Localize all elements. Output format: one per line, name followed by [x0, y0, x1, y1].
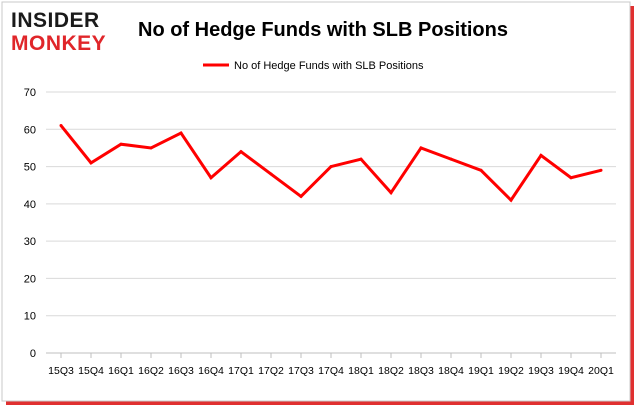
y-tick-label: 40	[24, 199, 36, 211]
insider-monkey-logo: INSIDER MONKEY	[11, 9, 106, 55]
logo-line2: MONKEY	[11, 32, 106, 55]
series-layer	[59, 124, 603, 203]
x-tick-label: 19Q1	[468, 365, 494, 377]
data-point	[509, 198, 513, 202]
data-point	[599, 168, 603, 172]
y-tick-label: 0	[30, 348, 36, 360]
x-tick-label: 17Q1	[228, 365, 254, 377]
x-tick-label: 16Q2	[138, 365, 164, 377]
data-point	[359, 157, 363, 161]
data-point	[179, 131, 183, 135]
x-tick-label: 16Q1	[108, 365, 134, 377]
data-point	[569, 176, 573, 180]
chart-title: No of Hedge Funds with SLB Positions	[138, 19, 508, 41]
x-tick-label: 18Q1	[348, 365, 374, 377]
frame	[1, 1, 631, 402]
data-point	[419, 146, 423, 150]
x-tick-label: 15Q3	[48, 365, 74, 377]
axis-layer: 0 10 20 30 40 50 60 70 15Q3 15Q4 16Q1 16Q2 16Q3 16Q4 1…	[24, 87, 614, 377]
x-tick-label: 15Q4	[78, 365, 104, 377]
x-tick-label: 17Q2	[258, 365, 284, 377]
y-tick-label: 10	[24, 311, 36, 323]
data-point	[329, 165, 333, 169]
data-point	[449, 157, 453, 161]
data-point	[269, 172, 273, 176]
data-point	[149, 146, 153, 150]
x-tick-label: 17Q4	[318, 365, 344, 377]
x-tick-label: 18Q2	[378, 365, 404, 377]
y-tick-label: 60	[24, 124, 36, 136]
x-tick-label: 17Q3	[288, 365, 314, 377]
data-point	[89, 161, 93, 165]
data-point	[539, 153, 543, 157]
data-point	[389, 191, 393, 195]
legend-label: No of Hedge Funds with SLB Positions	[234, 60, 424, 72]
data-point	[239, 150, 243, 154]
x-tick-label: 18Q4	[438, 365, 464, 377]
x-tick-label: 20Q1	[588, 365, 614, 377]
x-tick-label: 19Q2	[498, 365, 524, 377]
y-tick-label: 30	[24, 236, 36, 248]
data-point	[59, 124, 63, 128]
x-tick-label: 19Q3	[528, 365, 554, 377]
data-point	[119, 142, 123, 146]
x-tick-label: 18Q3	[408, 365, 434, 377]
y-tick-label: 50	[24, 162, 36, 174]
y-tick-label: 70	[24, 87, 36, 99]
x-tick-label: 16Q4	[198, 365, 224, 377]
y-tick-label: 20	[24, 273, 36, 285]
legend: No of Hedge Funds with SLB Positions	[203, 60, 424, 72]
data-point	[209, 176, 213, 180]
data-point	[479, 168, 483, 172]
data-point	[299, 194, 303, 198]
x-tick-label: 19Q4	[558, 365, 584, 377]
x-tick-label: 16Q3	[168, 365, 194, 377]
logo-line1: INSIDER	[11, 9, 100, 32]
